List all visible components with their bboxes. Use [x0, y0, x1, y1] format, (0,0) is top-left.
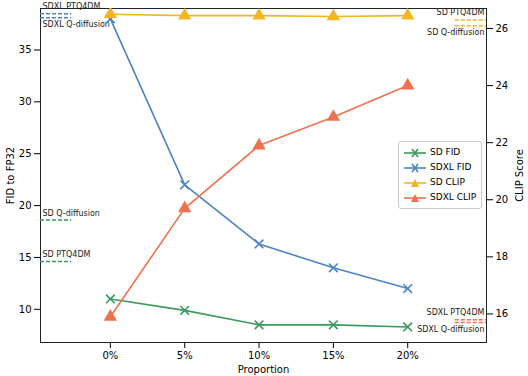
svg-text:30: 30 [19, 96, 32, 107]
svg-text:10%: 10% [248, 350, 270, 361]
svg-text:SD Q-diffusion: SD Q-diffusion [43, 209, 100, 218]
svg-text:SD PTQ4DM: SD PTQ4DM [437, 8, 485, 17]
svg-text:10: 10 [19, 304, 32, 315]
html-text:SDXL CLIP: SDXL CLIP [430, 192, 477, 202]
svg-text:FID to FP32: FID to FP32 [5, 147, 16, 204]
svg-text:35: 35 [19, 44, 32, 55]
svg-text:0%: 0% [102, 350, 118, 361]
html-text:SD CLIP: SD CLIP [430, 177, 465, 187]
svg-text:CLIP Score: CLIP Score [514, 149, 525, 202]
svg-text:15: 15 [19, 252, 32, 263]
svg-text:26: 26 [496, 23, 509, 34]
svg-text:20%: 20% [397, 350, 419, 361]
svg-text:16: 16 [496, 308, 509, 319]
svg-text:20: 20 [19, 200, 32, 211]
svg-text:15%: 15% [322, 350, 344, 361]
html-text:SDXL FID: SDXL FID [430, 162, 472, 172]
svg-text:20: 20 [496, 194, 509, 205]
svg-text:SD Q-diffusion: SD Q-diffusion [427, 28, 484, 37]
svg-text:18: 18 [496, 251, 509, 262]
svg-text:24: 24 [496, 80, 509, 91]
svg-text:25: 25 [19, 148, 32, 159]
svg-text:SDXL Q-diffusion: SDXL Q-diffusion [417, 325, 484, 334]
svg-text:SDXL Q-diffusion: SDXL Q-diffusion [43, 20, 110, 29]
svg-text:SDXL PTQ4DM: SDXL PTQ4DM [427, 308, 485, 317]
svg-text:SDXL PTQ4DM: SDXL PTQ4DM [43, 2, 101, 11]
svg-text:22: 22 [496, 137, 509, 148]
svg-text:Proportion: Proportion [238, 364, 290, 375]
html-text:SD FID: SD FID [430, 147, 461, 157]
svg-text:SD PTQ4DM: SD PTQ4DM [43, 250, 91, 259]
svg-text:5%: 5% [177, 350, 193, 361]
